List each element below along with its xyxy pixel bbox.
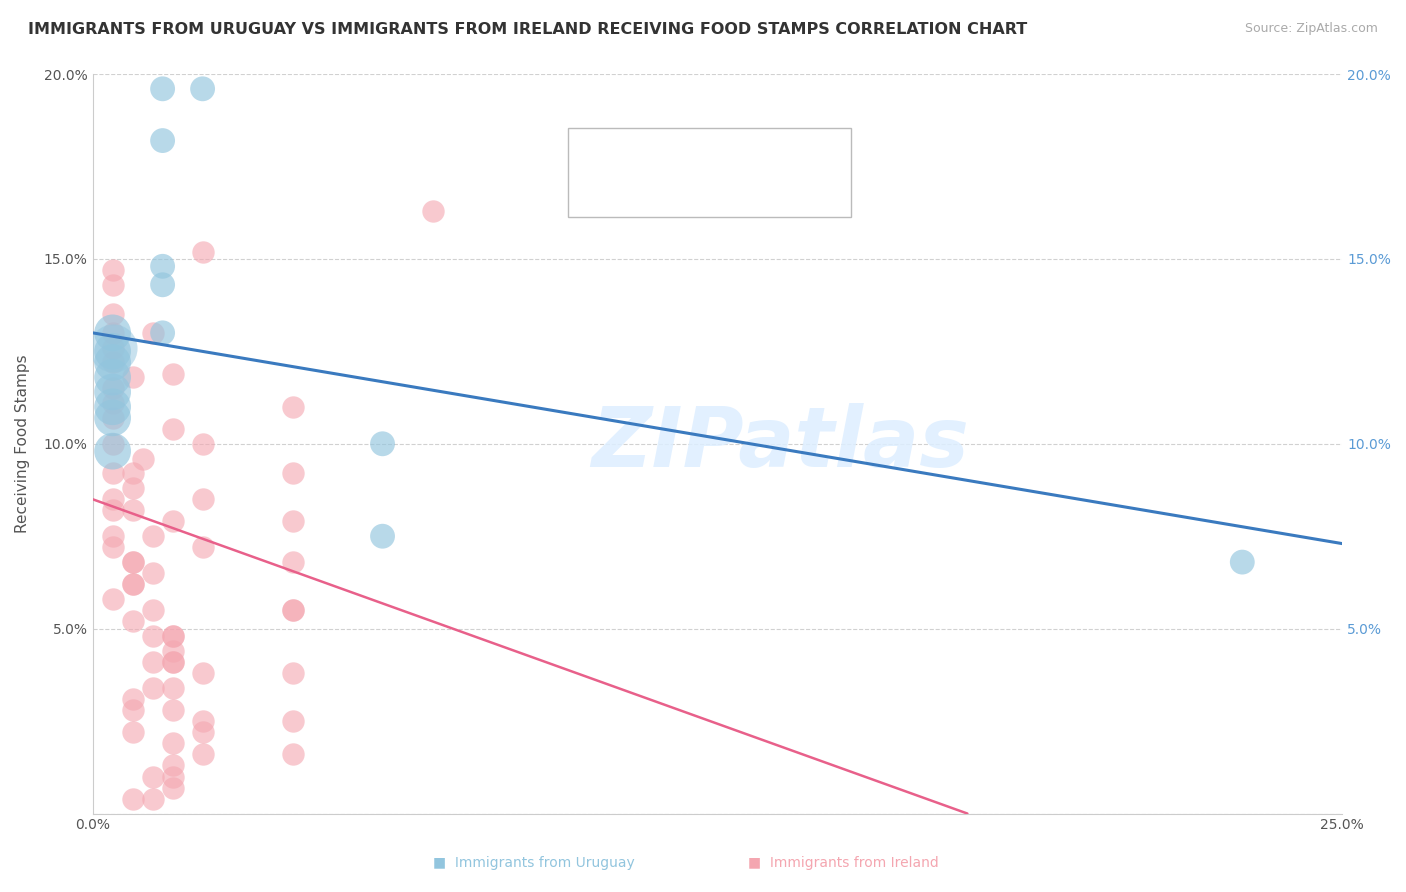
Point [121,614,143,628]
Point [371,437,394,451]
Text: ■  Immigrants from Ireland: ■ Immigrants from Ireland [748,856,939,871]
Point [131,451,153,466]
Point [162,629,184,643]
Point [371,529,394,543]
Point [162,681,184,695]
Point [101,370,124,384]
Point [152,134,174,148]
Point [121,577,143,591]
Point [142,629,165,643]
Point [162,629,184,643]
Point [101,503,124,517]
Point [101,444,124,458]
Point [152,326,174,340]
Point [162,770,184,784]
Point [281,747,304,762]
Text: R = -0.242   N = 70: R = -0.242 N = 70 [619,190,769,205]
Point [152,82,174,96]
Point [162,515,184,529]
Point [101,341,124,355]
Point [101,410,124,425]
Point [281,555,304,569]
Point [101,341,124,355]
Point [142,603,165,617]
Point [142,770,165,784]
Point [101,355,124,369]
Point [1232,555,1254,569]
Point [121,791,143,805]
Point [101,384,124,399]
Point [121,555,143,569]
Point [191,725,214,739]
Point [191,437,214,451]
Point [101,437,124,451]
Text: IMMIGRANTS FROM URUGUAY VS IMMIGRANTS FROM IRELAND RECEIVING FOOD STAMPS CORRELA: IMMIGRANTS FROM URUGUAY VS IMMIGRANTS FR… [28,22,1028,37]
Point [101,529,124,543]
Y-axis label: Receiving Food Stamps: Receiving Food Stamps [15,354,30,533]
Point [162,736,184,750]
Point [101,492,124,507]
Text: R = -0.337   N = 17: R = -0.337 N = 17 [619,144,769,159]
Point [101,400,124,414]
Point [281,714,304,728]
Point [142,791,165,805]
Point [121,503,143,517]
Point [121,577,143,591]
Point [162,655,184,669]
Point [101,307,124,321]
Point [191,492,214,507]
Point [191,82,214,96]
Point [191,244,214,259]
Point [121,725,143,739]
Point [101,277,124,292]
Point [281,400,304,414]
Point [152,277,174,292]
Point [121,370,143,384]
Point [101,541,124,555]
Point [101,381,124,395]
Point [191,714,214,728]
Point [101,326,124,340]
Point [142,529,165,543]
Text: ZIPatlas: ZIPatlas [591,403,969,484]
Point [162,758,184,772]
Point [162,367,184,381]
Point [101,263,124,277]
Point [121,555,143,569]
Point [281,603,304,617]
Point [162,655,184,669]
Point [121,703,143,717]
Point [191,541,214,555]
Point [121,481,143,495]
Point [101,467,124,481]
Point [422,203,444,218]
Point [191,747,214,762]
Point [162,644,184,658]
Point [152,260,174,274]
Point [121,467,143,481]
Point [281,515,304,529]
Point [162,780,184,795]
Text: ■  Immigrants from Uruguay: ■ Immigrants from Uruguay [433,856,636,871]
Point [101,592,124,607]
Point [101,410,124,425]
Point [142,681,165,695]
Point [121,692,143,706]
Point [281,603,304,617]
Point [142,655,165,669]
Text: Source: ZipAtlas.com: Source: ZipAtlas.com [1244,22,1378,36]
Point [101,355,124,369]
Point [101,344,124,359]
Point [281,467,304,481]
Point [191,666,214,681]
Point [142,566,165,581]
Point [101,326,124,340]
Point [281,666,304,681]
Point [162,422,184,436]
Point [162,703,184,717]
Point [142,326,165,340]
Point [101,396,124,410]
